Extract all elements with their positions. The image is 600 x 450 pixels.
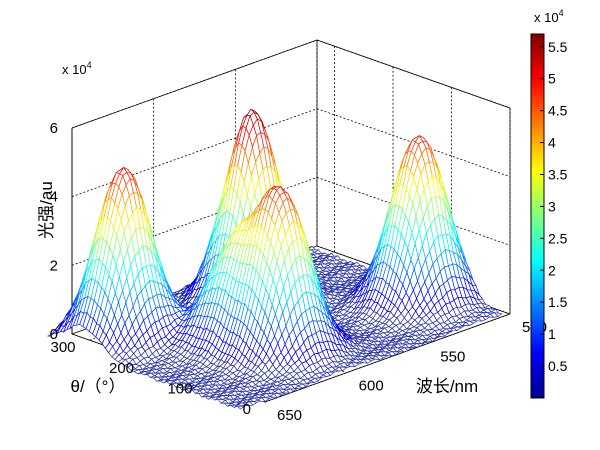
z-tick-label: 6 — [50, 120, 58, 137]
x-tick-label: 600 — [359, 378, 384, 395]
colorbar-tick-label: 5 — [548, 71, 556, 87]
x-tick-label: 650 — [277, 407, 302, 424]
x-axis-label: 波长/nm — [416, 377, 478, 396]
colorbar-tick-label: 5.5 — [548, 39, 568, 55]
y-tick-label: 200 — [109, 360, 134, 377]
z-tick-label: 4 — [50, 189, 58, 206]
colorbar-tick-label: 0.5 — [548, 358, 568, 374]
colorbar: x 104 0.5 1 1.5 2 2.5 3 3.5 4 4.5 5 5.5 — [530, 8, 568, 399]
surface-plot — [47, 108, 503, 410]
colorbar-tick-label: 1.5 — [548, 294, 568, 310]
colorbar-tick-label: 4.5 — [548, 103, 568, 119]
y-axis-label: θ/（°） — [71, 377, 126, 396]
colorbar-tick-label: 1 — [548, 326, 556, 342]
z-tick-label: 0 — [50, 326, 58, 343]
surface-cell — [236, 405, 246, 410]
colorbar-gradient — [530, 33, 545, 399]
x-axis-line — [264, 313, 511, 403]
box-edge — [316, 39, 511, 109]
colorbar-tick-label: 4 — [548, 135, 556, 151]
colorbar-tick-label: 2.5 — [548, 230, 568, 246]
x-tick-label: 550 — [440, 348, 465, 365]
z-tick-label: 2 — [50, 257, 58, 274]
colorbar-tick-label: 3.5 — [548, 166, 568, 182]
y-tick-label: 100 — [167, 380, 192, 397]
z-axis-exponent: x 104 — [62, 60, 92, 77]
y-tick-label: 0 — [243, 401, 251, 418]
colorbar-tick-label: 3 — [548, 198, 556, 214]
grid-line — [71, 108, 318, 198]
colorbar-tick-label: 2 — [548, 262, 556, 278]
z-axis-label: 光强/au — [37, 181, 56, 239]
grid-line — [71, 39, 318, 129]
y-tick-label: 300 — [51, 339, 76, 356]
colorbar-exponent: x 104 — [534, 8, 564, 25]
